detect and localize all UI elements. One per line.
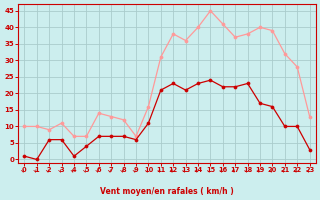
X-axis label: Vent moyen/en rafales ( km/h ): Vent moyen/en rafales ( km/h )	[100, 187, 234, 196]
